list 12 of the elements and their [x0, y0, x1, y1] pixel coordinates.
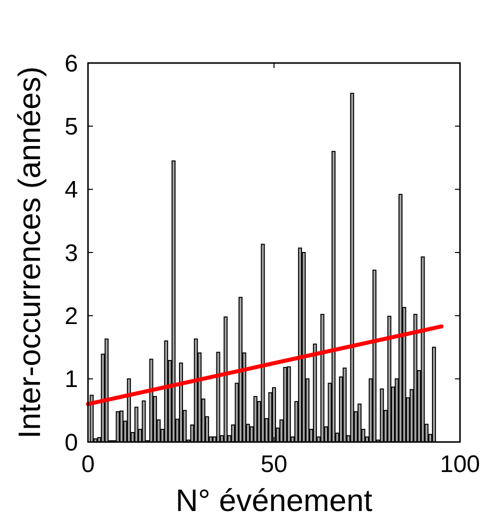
y-tick-label: 4 — [64, 176, 78, 204]
x-axis-title: N° événement — [176, 483, 373, 518]
y-tick-label: 0 — [64, 429, 78, 456]
y-tick-label: 2 — [64, 303, 78, 330]
y-tick-label: 6 — [64, 50, 78, 78]
y-tick-label: 1 — [64, 366, 78, 394]
y-tick-label: 3 — [64, 240, 78, 267]
y-axis-title: Inter-occurrences (années) — [12, 66, 47, 439]
x-tick-label: 100 — [440, 451, 480, 478]
x-tick-label: 0 — [81, 451, 95, 478]
x-tick-label: 50 — [260, 451, 288, 478]
y-tick-label: 5 — [64, 114, 78, 141]
